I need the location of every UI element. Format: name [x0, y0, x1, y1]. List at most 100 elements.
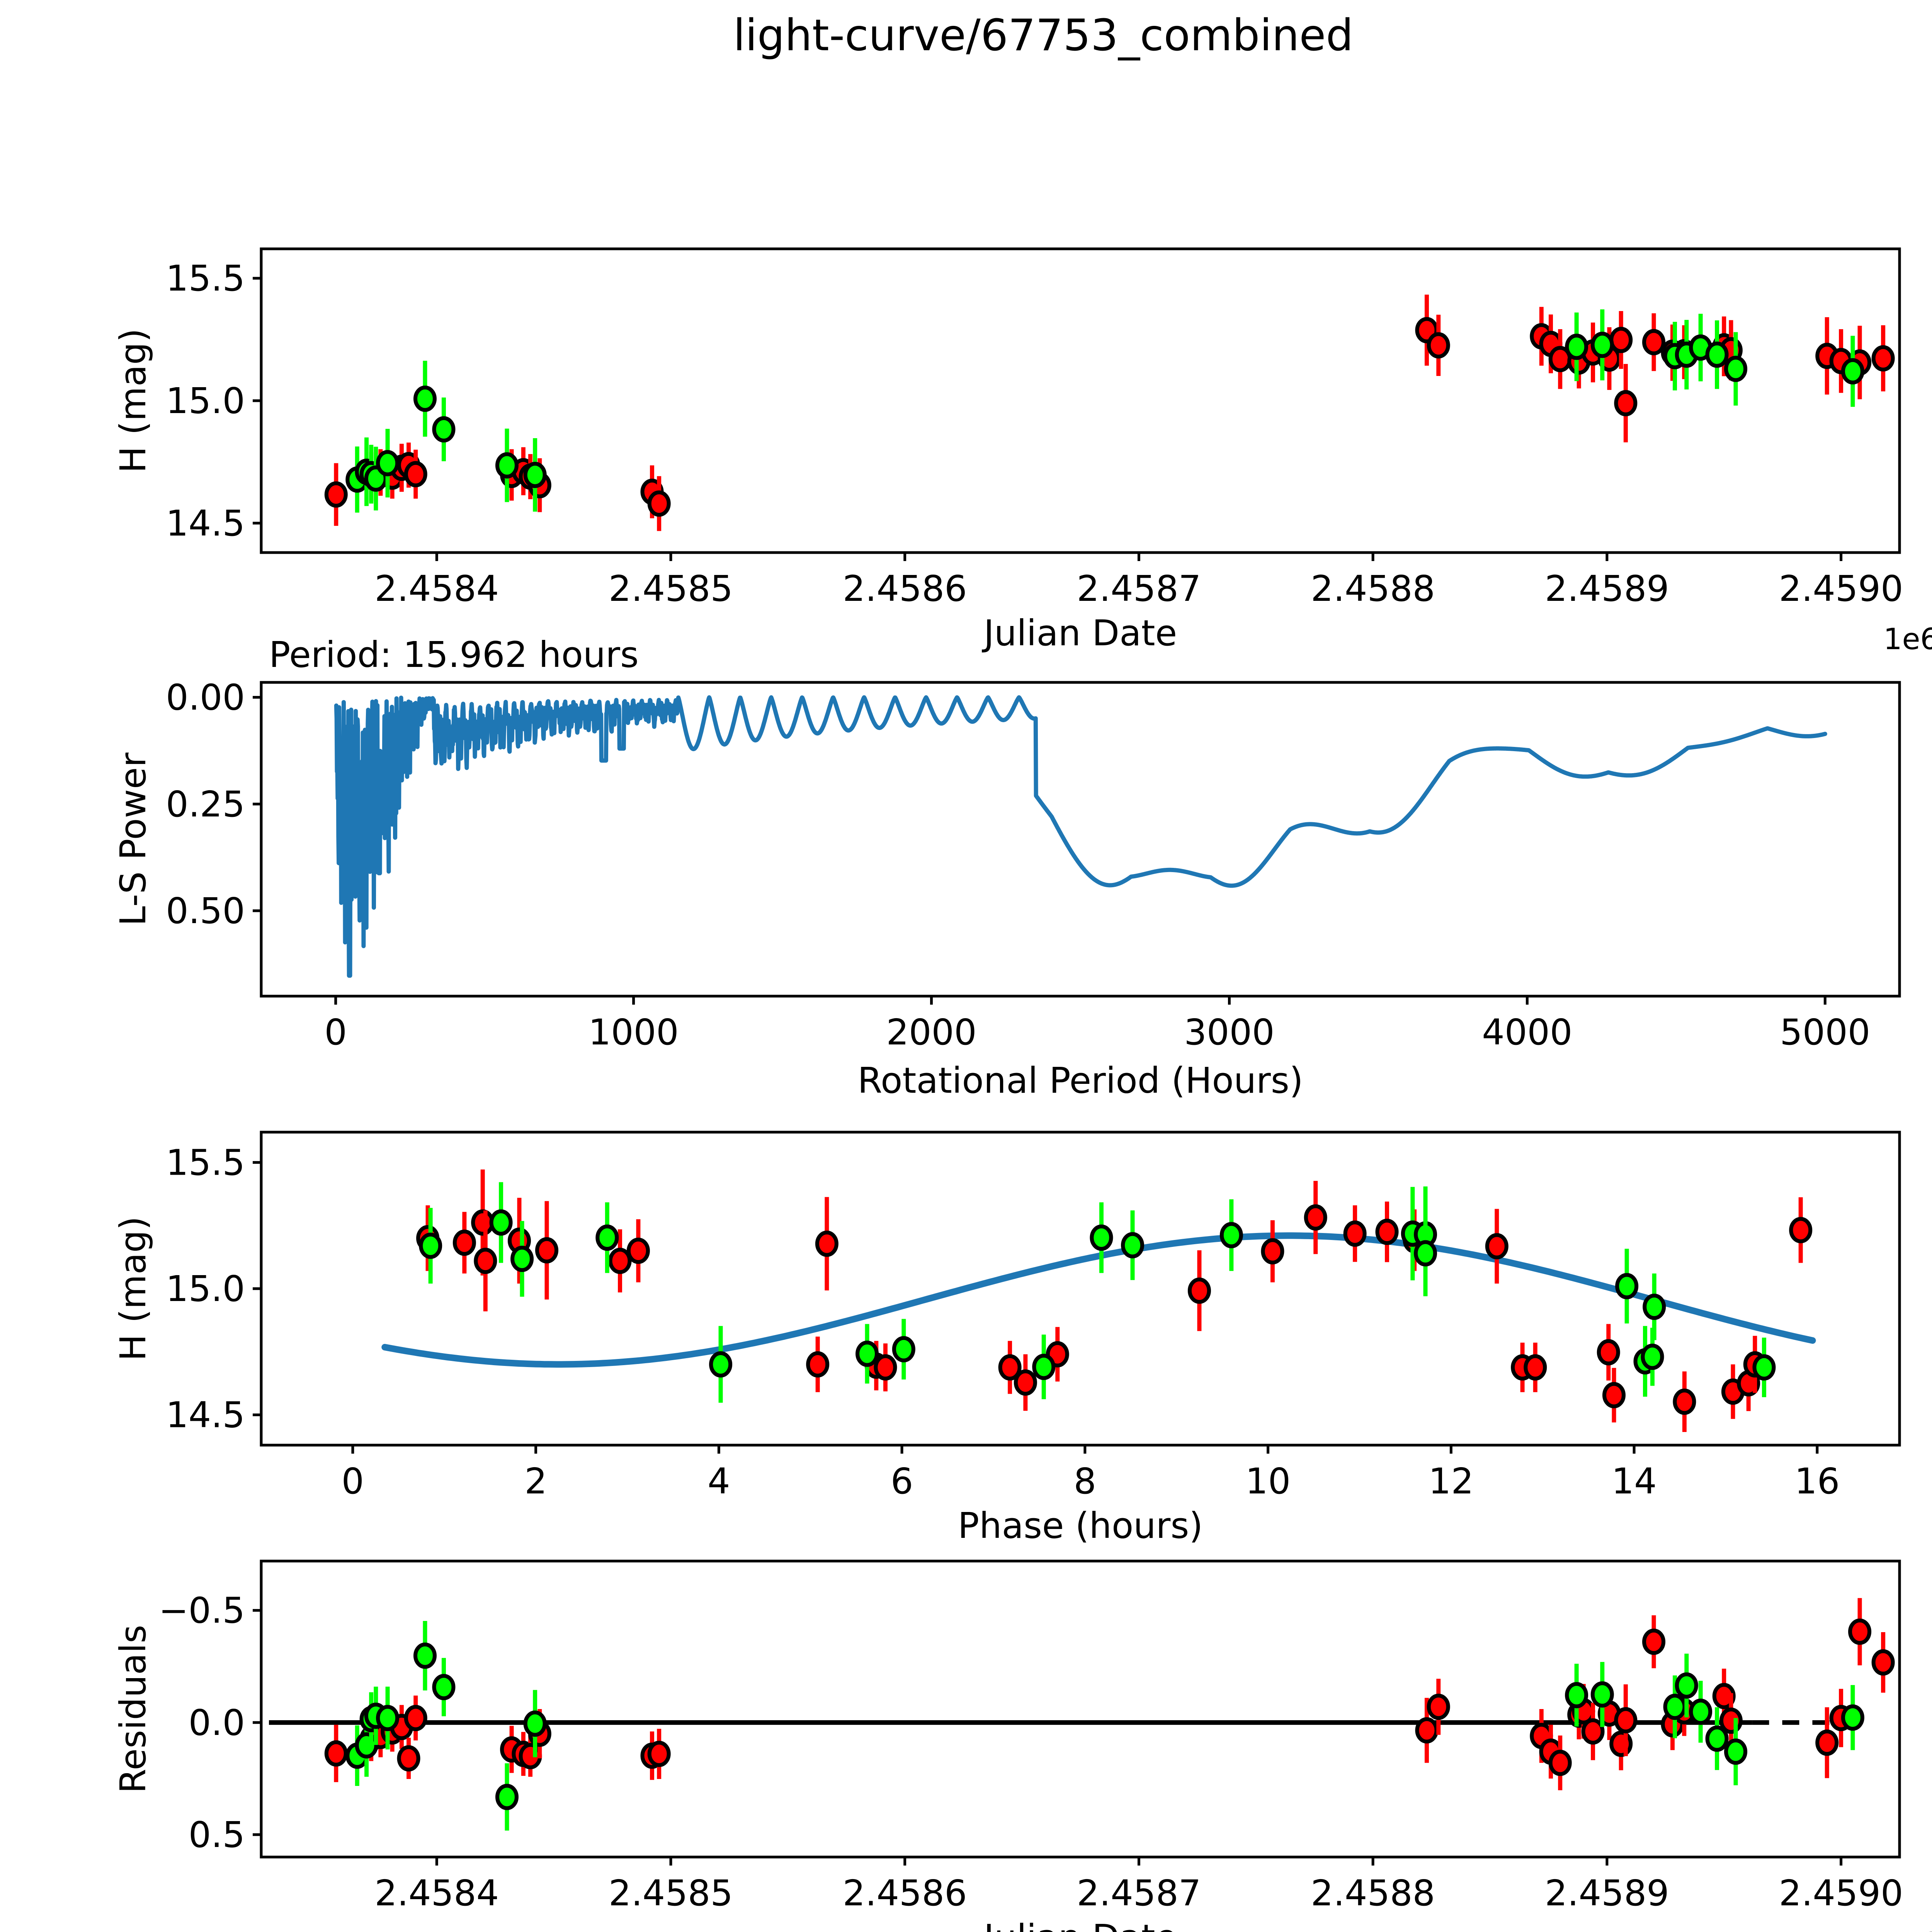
panel-periodogram-frame [260, 681, 1901, 998]
panel-lightcurve-xaxis-label: Julian Date [982, 612, 1177, 654]
data-point-red [1014, 1369, 1037, 1396]
panel-lightcurve-ytick-label: 15.5 [166, 258, 245, 299]
data-point-red [1427, 1694, 1450, 1720]
panel-phase-folded-xaxis-label: Phase (hours) [958, 1505, 1203, 1546]
panel-phase-folded-xtick-label: 4 [707, 1461, 730, 1502]
panel-residuals-xtick-label: 2.4585 [609, 1872, 733, 1914]
panel-lightcurve-xtick-label: 2.4588 [1311, 568, 1435, 609]
panel-lightcurve-ytick-label: 15.0 [166, 380, 245, 422]
data-point-green [432, 416, 456, 443]
data-point-green [1724, 355, 1747, 382]
data-point-green [1219, 1222, 1243, 1248]
panel-periodogram-ytick-label: 0.00 [166, 677, 245, 718]
panel-phase-folded-xtick-label: 14 [1612, 1461, 1657, 1502]
data-point-red [397, 1745, 420, 1772]
data-point-red [1673, 1388, 1696, 1415]
panel-periodogram-xtick-label: 0 [324, 1012, 347, 1053]
data-point-red [1597, 1339, 1620, 1366]
data-point-green [1705, 341, 1729, 368]
data-point-red [1261, 1238, 1284, 1265]
data-point-green [489, 1209, 513, 1236]
panel-phase-folded-yaxis-label: H (mag) [112, 1216, 154, 1361]
data-point-red [626, 1238, 650, 1264]
data-point-red [1187, 1277, 1211, 1304]
data-point-green [1565, 333, 1588, 360]
data-point-red [1712, 1683, 1736, 1709]
data-point-green [376, 1705, 400, 1731]
panel-phase-folded-xtick-label: 12 [1429, 1461, 1474, 1502]
panel-lightcurve-xtick-label: 2.4584 [374, 568, 499, 609]
panel-residuals-x-offset-label: 1e6 [1883, 1926, 1932, 1932]
data-point-red [535, 1237, 559, 1264]
panel-lightcurve-xtick-label: 2.4586 [843, 568, 967, 609]
data-point-green [1565, 1682, 1588, 1709]
data-point-red [1614, 390, 1638, 417]
data-point-red [404, 1705, 427, 1731]
data-point-red [1304, 1204, 1327, 1231]
data-point-red [1789, 1217, 1813, 1243]
data-point-green [1590, 1681, 1614, 1708]
panel-periodogram-xtick-label: 5000 [1780, 1012, 1870, 1053]
data-point-green [1032, 1354, 1056, 1380]
data-point-red [1343, 1220, 1367, 1247]
panel-lightcurve-frame [260, 247, 1901, 554]
data-point-red [647, 490, 671, 517]
panel-phase-folded-ytick-label: 14.5 [166, 1395, 245, 1436]
panel-residuals-xtick-label: 2.4589 [1545, 1872, 1669, 1914]
panel-periodogram-ytick-label: 0.50 [166, 890, 245, 932]
data-point-green [432, 1674, 456, 1701]
data-point-red [998, 1354, 1022, 1381]
data-point-green [595, 1225, 619, 1251]
data-point-red [1548, 1750, 1572, 1776]
data-point-red [404, 461, 427, 488]
data-point-green [1841, 1704, 1864, 1731]
sinusoid-fit-curve [381, 1232, 1816, 1368]
panel-periodogram-xtick-label: 4000 [1482, 1012, 1572, 1053]
data-point-green [523, 1710, 547, 1737]
data-point-green [413, 1642, 437, 1669]
panel-lightcurve-xtick-label: 2.4590 [1779, 568, 1903, 609]
data-point-red [1815, 1730, 1839, 1756]
data-point-red [608, 1248, 632, 1274]
panel-residuals-xaxis-label: Julian Date [982, 1917, 1177, 1932]
panel-residuals-xtick-label: 2.4586 [843, 1872, 967, 1914]
data-point-red [1642, 1628, 1665, 1655]
data-point-green [495, 452, 519, 479]
data-point-red [324, 481, 348, 508]
data-point-green [892, 1336, 915, 1362]
data-point-red [1415, 1717, 1439, 1744]
data-point-green [1841, 358, 1864, 384]
data-point-red [474, 1248, 497, 1274]
panel-periodogram-xtick-label: 1000 [588, 1012, 679, 1053]
panel-residuals-xtick-label: 2.4588 [1311, 1872, 1435, 1914]
panel-lightcurve-x-offset-label: 1e6 [1883, 622, 1932, 656]
data-point-red [815, 1230, 838, 1257]
data-point-red [806, 1351, 830, 1378]
panel-residuals-xtick-label: 2.4584 [374, 1872, 499, 1914]
data-point-green [376, 450, 400, 476]
data-point-red [1614, 1707, 1638, 1734]
panel-residuals-ytick-label: 0.5 [189, 1814, 245, 1855]
data-point-green [1643, 1294, 1666, 1320]
panel-lightcurve-yaxis-label: H (mag) [112, 328, 154, 473]
data-point-green [1675, 1672, 1698, 1699]
panel-phase-folded-xtick-label: 0 [342, 1461, 364, 1502]
panel-phase-folded-ytick-label: 15.5 [166, 1142, 245, 1183]
panel-lightcurve-xtick-label: 2.4585 [609, 568, 733, 609]
period-annotation: Period: 15.962 hours [269, 634, 639, 675]
panel-periodogram-xtick-label: 2000 [886, 1012, 976, 1053]
data-point-red [1524, 1354, 1547, 1381]
panel-lightcurve-xtick-label: 2.4587 [1077, 568, 1201, 609]
data-point-red [1581, 1718, 1605, 1745]
data-point-green [1705, 1725, 1729, 1752]
panel-residuals-xtick-label: 2.4590 [1779, 1872, 1903, 1914]
data-point-red [1609, 327, 1633, 353]
panel-lightcurve-xtick-label: 2.4589 [1545, 568, 1669, 609]
data-point-green [709, 1351, 733, 1378]
data-point-green [523, 462, 547, 488]
data-point-red [647, 1741, 671, 1767]
data-point-red [324, 1740, 348, 1767]
data-point-red [452, 1230, 476, 1256]
